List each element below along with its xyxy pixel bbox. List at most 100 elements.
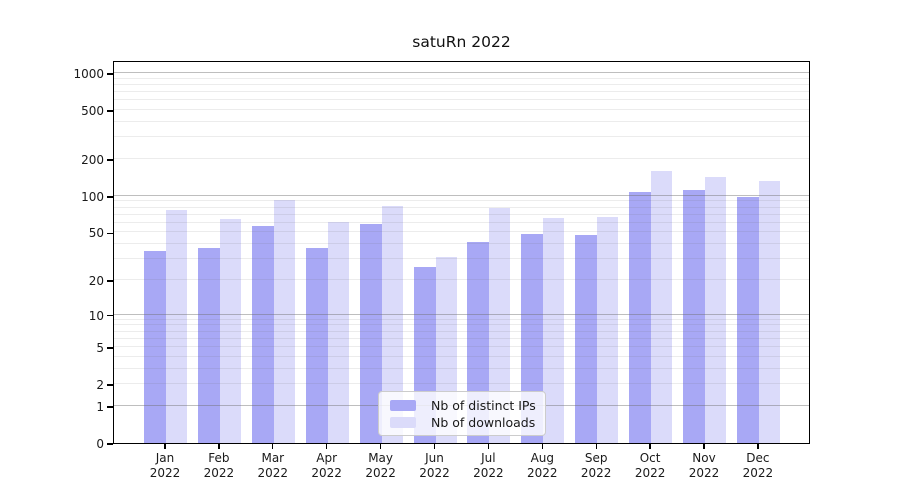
grid-line-minor [114,324,809,326]
y-tick-mark [107,280,113,282]
bar-distinct-ips [521,233,544,443]
x-tick-label: Nov 2022 [688,451,720,480]
y-tick-label: 100 [81,189,104,204]
x-tick-mark [703,444,705,449]
legend-label: Nb of downloads [431,414,536,430]
x-tick-mark [757,444,759,449]
x-tick-label: Jun 2022 [419,451,450,480]
y-tick-mark [107,73,113,75]
x-tick-label: Feb 2022 [203,451,235,480]
y-tick-mark [107,347,113,349]
bar-downloads [381,205,403,443]
bar-distinct-ips [683,189,705,443]
y-tick-label: 5 [96,341,104,356]
x-tick-mark [487,444,490,449]
y-tick-mark [107,232,113,235]
grid-line-minor [114,83,809,85]
y-tick-label: 200 [81,152,104,167]
legend-swatch-distinct-ips [390,399,416,411]
bar-downloads [273,199,295,443]
legend-item-downloads: Nb of downloads [390,414,535,430]
bar-downloads [705,176,726,443]
grid-line-minor [114,355,809,357]
x-tick-label: Apr 2022 [311,451,342,480]
grid-line-minor [114,121,809,122]
grid-line-minor [114,77,809,79]
legend-label: Nb of distinct IPs [431,397,536,413]
grid-line-minor [114,367,809,369]
x-tick-label: Oct 2022 [634,451,666,480]
grid-line-minor [114,346,809,347]
legend-swatch-downloads [390,416,416,428]
grid-line-minor [114,337,809,339]
x-tick-label: Jul 2022 [473,451,504,480]
grid-line-minor [114,200,809,202]
grid-line-minor [114,383,809,385]
bar-downloads [166,210,187,443]
y-tick-label: 10 [88,308,104,323]
bar-distinct-ips [736,196,759,443]
grid-line-minor [114,213,809,215]
x-tick-label: Mar 2022 [257,451,289,480]
y-tick-label: 500 [81,104,104,119]
x-tick-mark [326,444,328,449]
y-tick-mark [107,196,113,198]
y-tick-mark [107,159,113,161]
bar-distinct-ips [629,191,652,443]
bar-distinct-ips [305,248,328,443]
grid-line-minor [114,258,809,260]
bar-distinct-ips [197,248,220,443]
bar-downloads [597,217,619,443]
y-tick-mark [107,110,113,112]
x-tick-mark [379,444,382,449]
grid-line-major [114,72,809,73]
x-tick-mark [649,444,651,449]
grid-line-minor [114,206,809,208]
x-tick-mark [272,444,274,449]
bar-downloads [327,222,349,443]
bar-distinct-ips [251,225,274,443]
y-tick-label: 1 [96,399,104,414]
y-tick-label: 50 [88,226,104,241]
grid-line-minor [114,278,809,280]
grid-line-minor [114,99,809,101]
y-tick-label: 1000 [73,66,104,81]
bar-downloads [758,181,780,443]
legend: Nb of distinct IPs Nb of downloads [378,391,546,436]
x-tick-mark [541,444,543,449]
bar-downloads [489,207,511,443]
y-tick-label: 0 [96,437,104,451]
x-tick-label: Jan 2022 [149,451,181,480]
gridlines-layer [114,62,809,443]
grid-line-major [114,313,809,315]
y-tick-label: 20 [88,273,104,288]
chart-title: satuRn 2022 [412,33,511,51]
x-tick-mark [218,444,220,449]
bar-downloads [543,217,565,443]
y-tick-label: 2 [96,378,104,393]
bar-distinct-ips [144,251,166,443]
plot-area [113,61,810,444]
grid-line-minor [114,91,809,93]
bar-downloads [651,170,673,443]
grid-line-major [114,194,809,196]
y-tick-mark [107,384,113,386]
y-tick-mark [107,314,113,317]
x-tick-mark [433,444,436,449]
x-tick-label: Aug 2022 [527,451,558,480]
grid-line-minor [114,109,809,111]
y-tick-mark [107,443,113,445]
grid-line-minor [114,330,809,332]
x-tick-mark [595,444,597,449]
x-tick-label: May 2022 [365,451,396,480]
bar-distinct-ips [359,223,382,443]
x-tick-mark [164,444,166,449]
y-tick-mark [107,406,113,408]
grid-line-minor [114,221,809,223]
grid-line-minor [114,231,809,233]
grid-line-minor [114,136,809,138]
grid-line-minor [114,158,809,159]
legend-item-distinct-ips: Nb of distinct IPs [390,397,536,413]
bar-distinct-ips [575,234,598,443]
